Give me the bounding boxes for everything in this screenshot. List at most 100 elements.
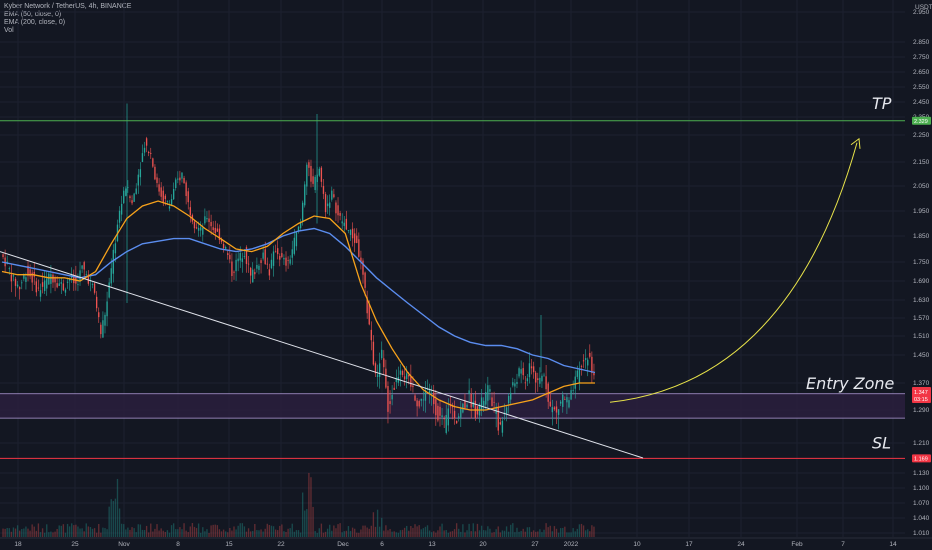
candle-body [131,200,133,204]
volume-bar [447,532,449,537]
volume-bar [518,531,520,537]
ema50-legend[interactable]: EMA (50, close, 0) [4,11,62,18]
candle-body [364,272,366,288]
candle-body [433,392,435,405]
candle-body [347,230,350,231]
volume-bar [52,532,54,537]
y-tick-label: 2.450 [913,99,930,106]
candle-body [139,169,142,178]
candle-body [79,270,81,281]
ema-lines [1,200,596,411]
volume-legend[interactable]: Vol [4,27,14,34]
candle-body [345,218,348,230]
volume-bar [532,530,535,537]
target-arrow[interactable] [609,142,858,403]
candle-body [416,400,418,407]
volume-bar [141,529,144,537]
volume-bar [360,529,362,537]
sl-price-badge[interactable] [912,454,931,463]
volume-bar [116,478,119,537]
volume-bar [256,530,258,537]
candle-body [341,221,343,224]
candle-body [104,314,106,326]
volume-bar [416,526,418,537]
ema200-line[interactable] [1,227,596,374]
candle-body [410,376,412,387]
trendline[interactable] [0,251,644,459]
x-tick-label: Dec [337,541,349,548]
candle-body [589,352,591,357]
symbol-title[interactable]: Kyber Network / TetherUS, 4h, BINANCE [4,3,132,10]
volume-bar [102,527,104,537]
candle-body [420,398,422,401]
volume-bar [460,531,462,537]
candle-body [395,378,397,382]
tp-price-badge[interactable] [912,116,931,125]
candle-body [389,401,391,404]
candle-body [39,290,42,297]
volume-bar [274,529,277,537]
volume-bar [189,526,191,537]
candle-body [195,227,198,229]
candle-body [229,254,231,260]
volume-bar [16,525,19,537]
volume-bar [4,528,6,537]
x-tick-label: 7 [841,541,845,548]
ema50-line[interactable] [1,200,595,411]
volume-bar [208,532,210,537]
candle-body [391,394,393,400]
candle-body [566,397,568,403]
y-tick-label: 1.100 [913,485,930,492]
volume-bars [2,472,595,537]
volume-bar [408,530,410,537]
volume-bar [56,528,58,537]
candle-body [349,229,352,235]
candle-body [387,386,389,412]
volume-bar [403,527,406,537]
last-price-badge[interactable] [912,387,931,403]
volume-bar [181,529,183,537]
ema200-legend[interactable]: EMA (200, close, 0) [4,19,66,26]
x-tick-label: 15 [225,541,233,548]
tp-label[interactable]: TP [872,94,892,113]
candle-body [289,259,291,264]
volume-bar [466,530,468,537]
volume-bar [549,525,551,537]
candle-body [66,281,69,283]
volume-bar [559,528,562,537]
candle-body [580,366,583,367]
candle-body [299,223,302,229]
candle-body [127,187,129,188]
volume-bar [414,524,416,537]
sl-label[interactable]: SL [872,433,891,452]
candle-body [274,251,277,253]
volume-bar [453,529,456,537]
y-tick-label: 1.630 [913,297,930,304]
entry-zone-label[interactable]: Entry Zone [806,374,895,393]
y-axis-unit: USDT [915,4,932,11]
volume-bar [58,525,60,537]
volume-bar [252,530,254,537]
volume-bar [62,524,65,537]
candle-body [114,243,117,254]
candle-body [557,409,560,415]
price-axis[interactable]: 2.9502.8502.7502.6502.5502.4502.3502.250… [905,0,932,550]
candle-body [516,382,518,384]
candle-body [129,196,131,199]
volume-bar [412,527,414,537]
candle-body [154,166,156,180]
volume-bar [193,526,196,537]
candle-body [293,237,296,254]
volume-bar [587,529,589,537]
volume-bar [27,528,29,537]
candle-body [2,254,4,258]
candle-body [81,265,83,269]
grid [0,0,905,537]
candle-body [95,296,98,309]
candle-body [222,243,225,249]
time-axis[interactable]: 18 25 Nov 8 15 22 Dec 6 13 20 27 2022 10 17 24 Feb 7 14 [0,537,932,548]
candle-body [593,373,595,376]
candle-body [505,407,508,415]
volume-bar [526,527,529,537]
